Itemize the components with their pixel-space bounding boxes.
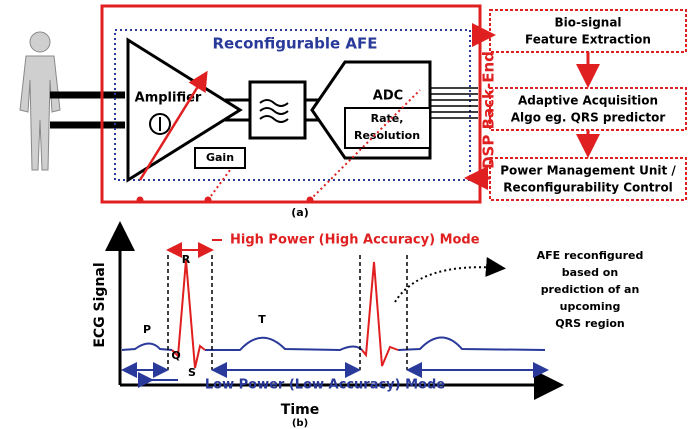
afe-title: Reconfigurable AFE: [212, 35, 377, 53]
wave-label: S: [188, 366, 196, 379]
block-text: Bio-signal: [554, 16, 621, 30]
block-text: Reconfigurability Control: [503, 181, 673, 195]
wave-labels: P Q R S T: [143, 253, 266, 379]
annotation-arrow: [395, 267, 500, 302]
high-mode-label: High Power (High Accuracy) Mode: [230, 233, 480, 248]
annotation-line: prediction of an: [541, 283, 640, 296]
block-text: Adaptive Acquisition: [518, 94, 658, 108]
annotation-line: based on: [562, 266, 618, 279]
annotation: AFE reconfigured based on prediction of …: [537, 249, 644, 330]
panel-label: (b): [292, 418, 308, 429]
low-mode-label: Low Power (Low Accuracy) Mode: [205, 378, 445, 393]
block-text: Algo eg. QRS predictor: [511, 111, 666, 125]
x-axis-label: Time: [281, 402, 319, 418]
figure: Reconfigurable AFE DSP Back-End Amplifie…: [0, 0, 695, 429]
wave-label: R: [182, 253, 191, 266]
wave-label: T: [258, 313, 266, 326]
dsp-texts: Bio-signal Feature Extraction Adaptive A…: [500, 16, 676, 195]
adc-setting: Rate,: [371, 112, 404, 125]
dsp-title: DSP Back-End: [480, 51, 498, 169]
annotation-line: AFE reconfigured: [537, 249, 644, 262]
block-text: Feature Extraction: [525, 33, 651, 47]
gain-label: Gain: [206, 151, 234, 164]
adc-label: ADC: [373, 89, 403, 104]
ecg-trace: [122, 338, 545, 351]
wave-label: P: [143, 323, 151, 336]
human-figure: [20, 32, 60, 170]
block-text: Power Management Unit /: [500, 164, 676, 178]
wave-label: Q: [171, 349, 180, 362]
y-axis-label: ECG Signal: [92, 262, 108, 347]
ecg-qrs: [172, 260, 398, 368]
page: Reconfigurable AFE DSP Back-End Amplifie…: [0, 0, 695, 429]
adc-output-bus: [430, 88, 478, 118]
annotation-line: upcoming: [560, 300, 621, 313]
mode-boundary: [168, 255, 407, 370]
filter-block: [250, 82, 305, 138]
panel-label: (a): [291, 206, 308, 219]
adc-setting: Resolution: [354, 129, 420, 142]
annotation-line: QRS region: [555, 317, 625, 330]
